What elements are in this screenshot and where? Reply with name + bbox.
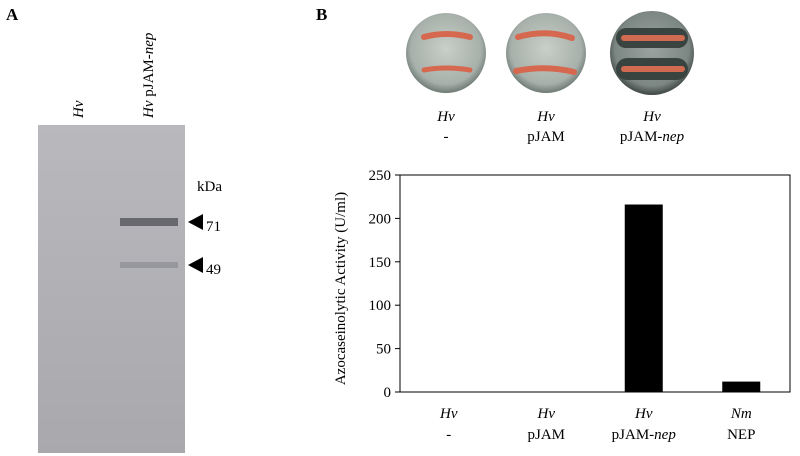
marker-arrow (188, 257, 203, 273)
x-tick-label-part: Hv (537, 406, 556, 422)
lane-label-part: nep (141, 32, 157, 54)
y-tick-label: 250 (369, 168, 392, 184)
plate (610, 11, 694, 95)
lane-label: Hv pJAM-nep (141, 32, 157, 119)
plate-label: Hv (436, 109, 455, 125)
x-tick-label-part: Hv (634, 406, 653, 422)
x-tick-label: Nm (730, 406, 752, 422)
plate-label: Hv (536, 109, 555, 125)
x-tick-label: Hv (537, 406, 556, 422)
x-tick-label-part: pJAM- (612, 427, 655, 443)
x-tick-label: NEP (727, 427, 755, 443)
lane-label-part: pJAM- (141, 54, 157, 100)
plot-frame (399, 174, 791, 393)
gel (38, 125, 185, 453)
x-tick-label-part: NEP (727, 427, 755, 443)
y-tick-label: 100 (369, 298, 392, 314)
plate-label: Hv (642, 109, 661, 125)
unit-label: kDa (197, 179, 222, 195)
y-axis-label: Azocaseinolytic Activity (U/ml) (333, 192, 349, 385)
plate-label: pJAM (527, 129, 565, 145)
x-tick-label: pJAM (527, 427, 565, 443)
plate-label-part: - (444, 129, 449, 145)
x-tick-label-part: - (446, 427, 451, 443)
x-tick-label-part: nep (654, 427, 676, 443)
panel-label: B (316, 5, 327, 24)
x-tick-label: Hv (634, 406, 653, 422)
plate-label-part: Hv (436, 109, 455, 125)
y-tick-label: 50 (376, 342, 391, 358)
plate (406, 13, 486, 93)
plate (506, 13, 586, 93)
bar (722, 381, 761, 392)
marker-label: 71 (206, 219, 221, 235)
x-tick-label: Hv (439, 406, 458, 422)
bar (624, 204, 663, 392)
plate-label-part: Hv (642, 109, 661, 125)
panel-label: A (6, 5, 19, 24)
gel-band (120, 262, 178, 268)
plate-label-part: pJAM (527, 129, 565, 145)
lane-label-part: Hv (71, 100, 87, 119)
x-tick-label-part: Nm (730, 406, 752, 422)
marker-label: 49 (206, 262, 221, 278)
x-tick-label: pJAM-nep (612, 427, 677, 443)
plate-label-part: Hv (536, 109, 555, 125)
y-tick-label: 200 (369, 211, 392, 227)
lane-label: Hv (71, 100, 87, 119)
plate-label: - (444, 129, 449, 145)
plate-label-part: pJAM- (620, 129, 663, 145)
y-tick-label: 150 (369, 255, 392, 271)
plate-label: pJAM-nep (620, 129, 685, 145)
x-tick-label: - (446, 427, 451, 443)
x-tick-label-part: Hv (439, 406, 458, 422)
marker-arrow (188, 214, 203, 230)
gel-band (120, 218, 178, 226)
plate-label-part: nep (662, 129, 684, 145)
lane-label-part: Hv (141, 100, 157, 119)
x-tick-label-part: pJAM (527, 427, 565, 443)
y-tick-label: 0 (384, 385, 392, 401)
